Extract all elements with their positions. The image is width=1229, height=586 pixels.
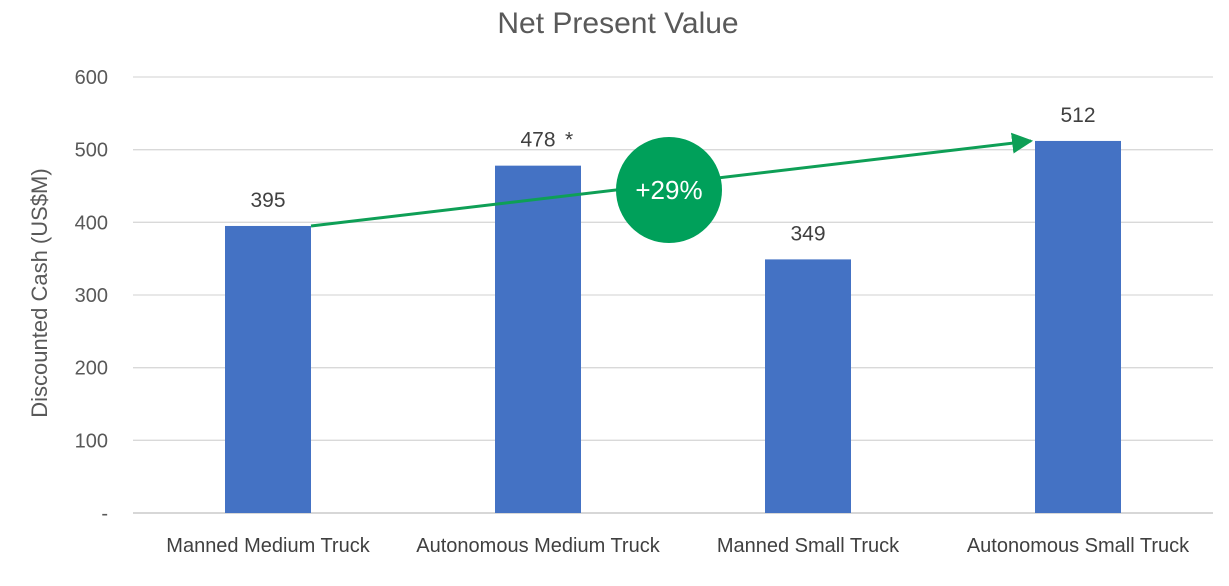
x-tick-label: Manned Medium Truck bbox=[166, 535, 370, 557]
x-tick-label: Manned Small Truck bbox=[717, 535, 900, 557]
y-tick-label: 200 bbox=[75, 358, 108, 380]
y-tick-label: 600 bbox=[75, 67, 108, 89]
data-label-suffix: * bbox=[565, 129, 573, 152]
x-tick-label: Autonomous Small Truck bbox=[967, 535, 1190, 557]
y-axis-label: Discounted Cash (US$M) bbox=[27, 168, 52, 417]
growth-badge-label: +29% bbox=[635, 175, 702, 205]
y-tick-label: - bbox=[101, 503, 108, 525]
bar bbox=[495, 165, 581, 514]
bar bbox=[1035, 140, 1121, 514]
y-tick-label: 300 bbox=[75, 285, 108, 307]
data-label: 478 bbox=[520, 129, 555, 152]
y-tick-label: 500 bbox=[75, 140, 108, 162]
y-tick-label: 400 bbox=[75, 212, 108, 234]
data-label: 512 bbox=[1060, 104, 1095, 127]
data-label: 349 bbox=[790, 222, 825, 245]
chart-title: Net Present Value bbox=[497, 7, 738, 40]
y-tick-label: 100 bbox=[75, 430, 108, 452]
growth-badge bbox=[616, 137, 722, 243]
x-tick-label: Autonomous Medium Truck bbox=[416, 535, 660, 557]
data-label: 395 bbox=[250, 189, 285, 212]
bar bbox=[225, 225, 311, 513]
bar bbox=[765, 259, 851, 513]
